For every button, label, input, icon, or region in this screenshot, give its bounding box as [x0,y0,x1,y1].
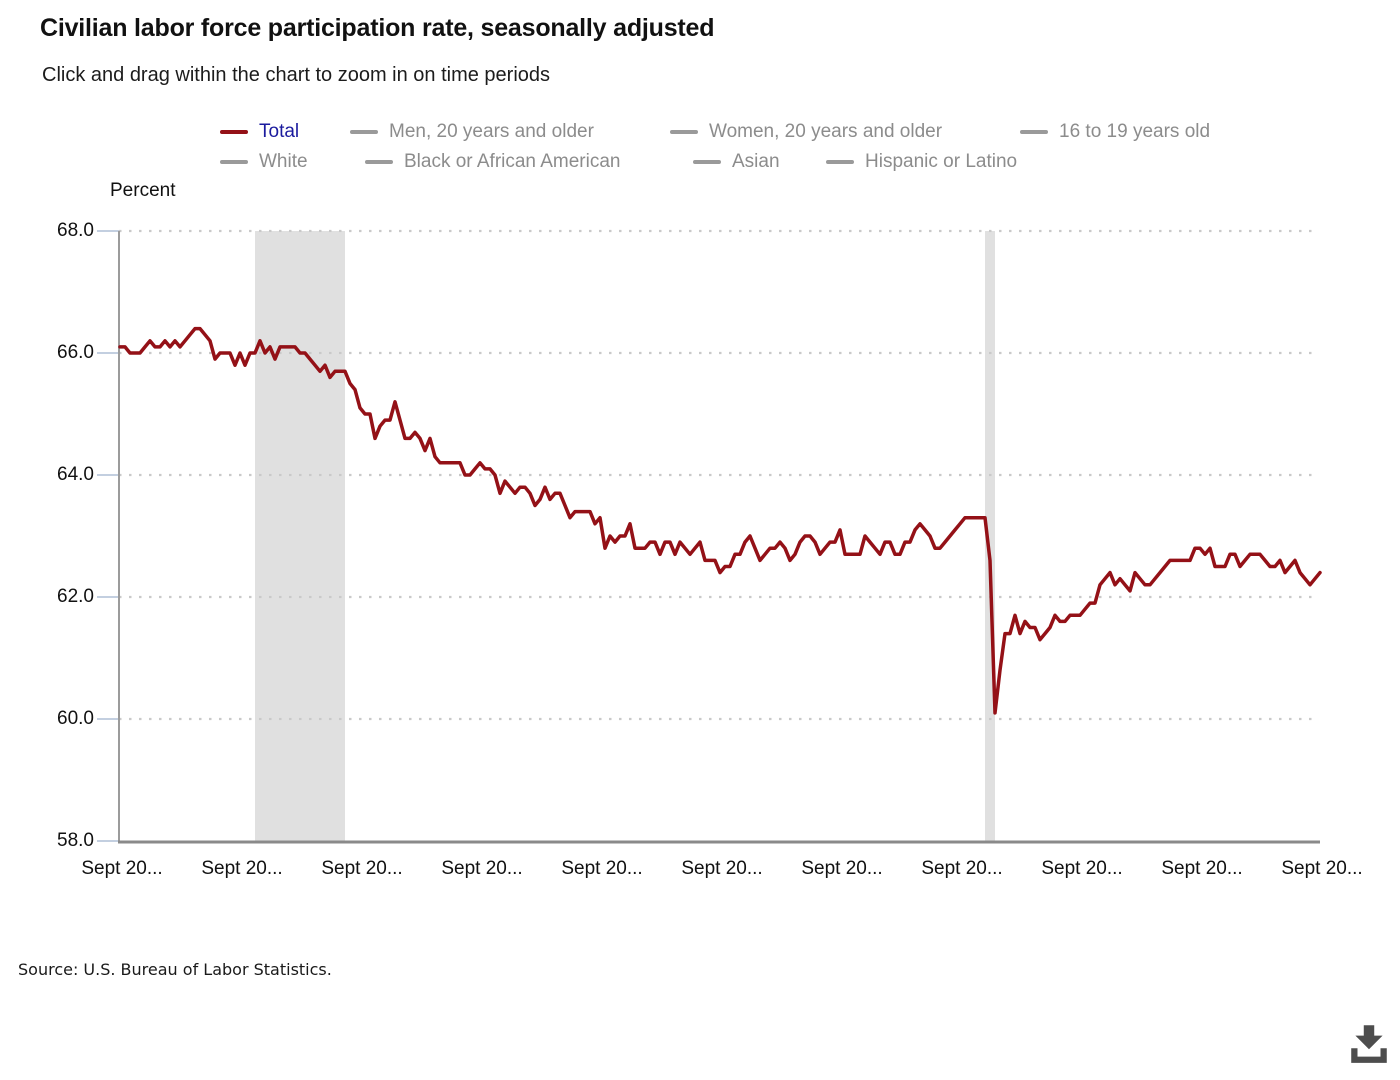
x-tick-label: Sept 20... [201,858,283,879]
legend-swatch-icon [670,130,698,134]
y-tick-label: 66.0 [57,342,94,363]
legend-swatch-icon [220,160,248,164]
legend-item-black-or-african-american[interactable]: Black or African American [365,151,620,173]
source-note: Source: U.S. Bureau of Labor Statistics. [18,960,332,979]
page-title: Civilian labor force participation rate,… [40,14,715,42]
legend-item-asian[interactable]: Asian [693,151,780,173]
recession-band [985,231,995,843]
x-tick-label: Sept 20... [921,858,1003,879]
chart-zoom-region[interactable] [119,231,1320,841]
legend-label: Men, 20 years and older [389,121,594,142]
legend-label: Women, 20 years and older [709,121,943,142]
legend-label: Asian [732,151,780,172]
legend-label: Total [259,121,300,142]
legend-label: Black or African American [404,151,621,172]
legend-swatch-icon [693,160,721,164]
recession-band [255,231,345,843]
x-tick-label: Sept 20... [1281,858,1363,879]
legend-swatch-icon [365,160,393,164]
legend-item-16-to-19[interactable]: 16 to 19 years old [1020,121,1210,143]
y-tick-label: 62.0 [57,586,94,607]
legend-swatch-icon [826,160,854,164]
x-tick-label: Sept 20... [441,858,523,879]
download-button[interactable] [1346,1020,1392,1066]
x-tick-label: Sept 20... [321,858,403,879]
x-tick-label: Sept 20... [1161,858,1243,879]
series-line-total [118,326,1322,715]
legend-swatch-icon [350,130,378,134]
legend-item-total[interactable]: Total [220,121,299,143]
legend-swatch-icon [1020,130,1048,134]
y-tick-label: 58.0 [57,830,94,851]
y-tick-label: 68.0 [57,220,94,241]
legend-swatch-icon [220,130,248,134]
chart-subtitle: Click and drag within the chart to zoom … [42,64,551,86]
x-tick-label: Sept 20... [681,858,763,879]
legend-item-women-20-and-older[interactable]: Women, 20 years and older [670,121,942,143]
y-tick-label: 60.0 [57,708,94,729]
legend-item-hispanic-or-latino[interactable]: Hispanic or Latino [826,151,1017,173]
y-axis-title: Percent [110,180,176,201]
legend-label: White [259,151,308,172]
legend-label: 16 to 19 years old [1059,121,1211,142]
x-tick-label: Sept 20... [561,858,643,879]
legend-item-men-20-and-older[interactable]: Men, 20 years and older [350,121,594,143]
download-icon [1351,1025,1387,1063]
x-tick-label: Sept 20... [81,858,163,879]
x-tick-label: Sept 20... [1041,858,1123,879]
legend-item-white[interactable]: White [220,151,308,173]
legend-label: Hispanic or Latino [865,151,1018,172]
x-tick-label: Sept 20... [801,858,883,879]
y-tick-label: 64.0 [57,464,94,485]
